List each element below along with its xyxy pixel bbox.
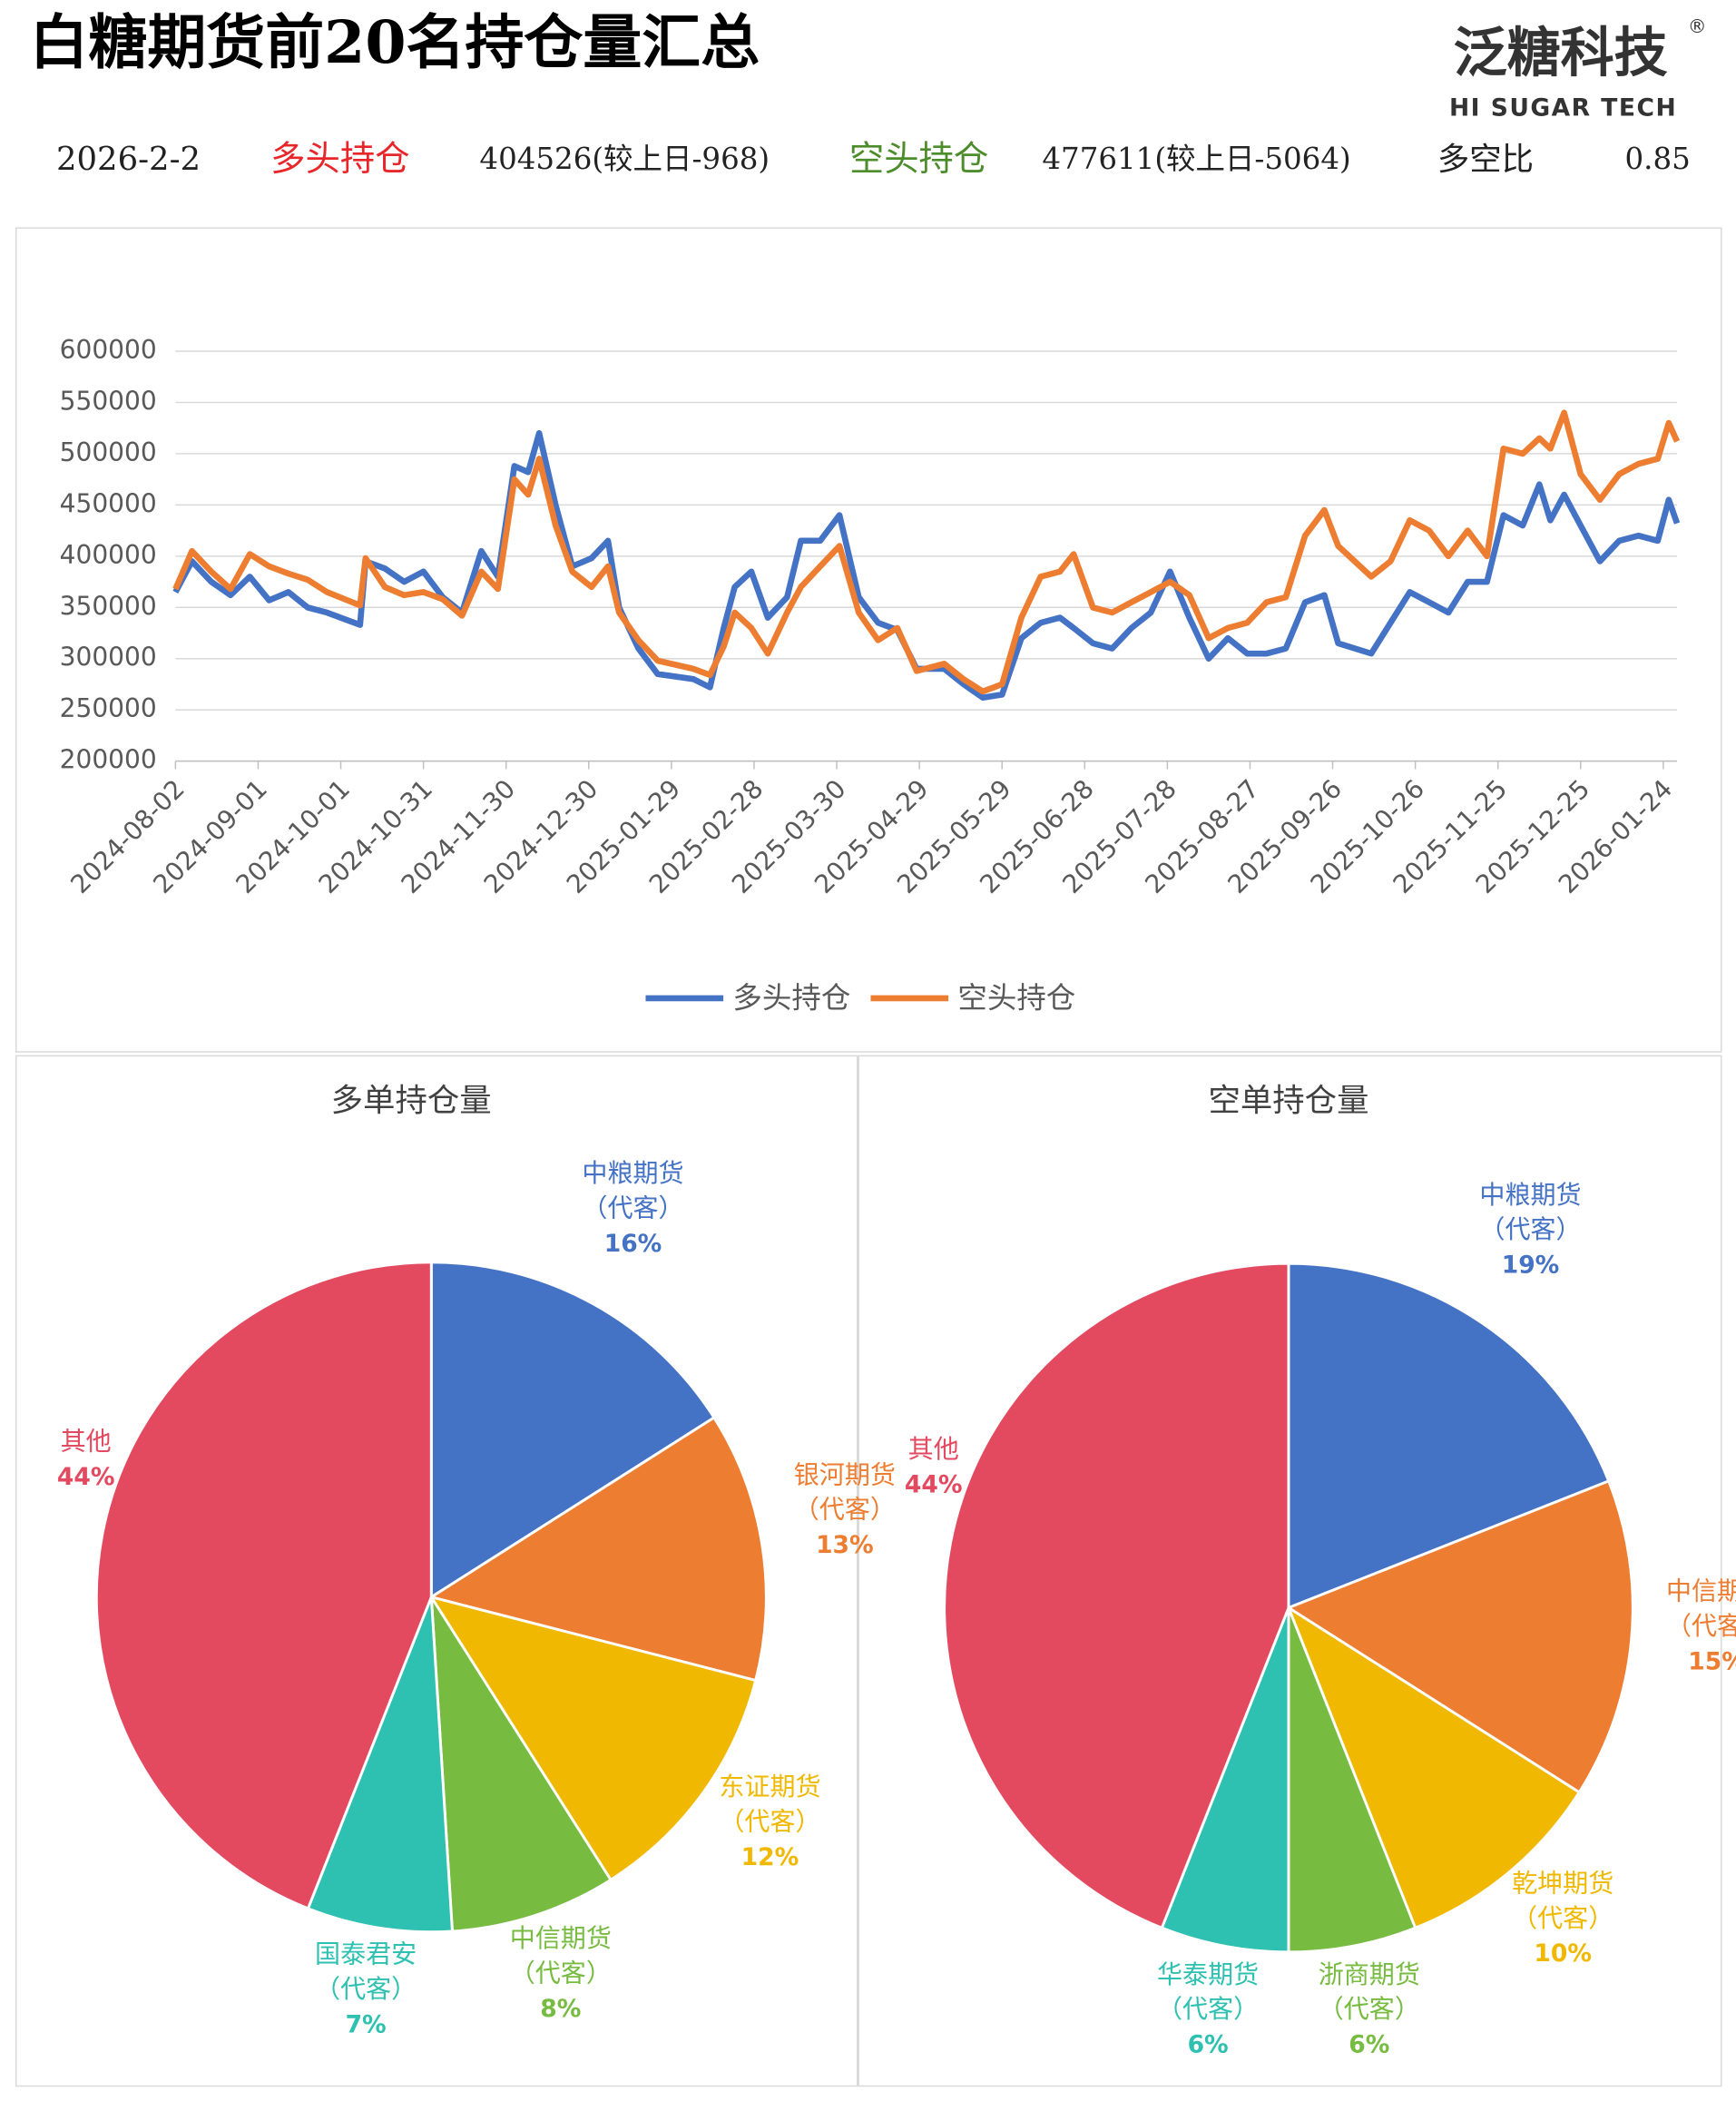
y-tick-label: 350000 [60,591,157,621]
slice-value-label: 6% [1187,2030,1229,2059]
slice-label: 其他 [60,1426,112,1457]
slice-label-box: 华泰期货 （代客） [1157,1959,1260,2024]
short-label: 空头持仓 [849,139,988,180]
slice-label-box: 浙商期货 （代客） [1318,1959,1420,2024]
slice-value-label: 12% [740,1842,799,1871]
slice-value-label-box: 44% [56,1462,115,1491]
pie-slice [428,1595,758,1882]
pie-slice [427,1415,768,1683]
short-value: 477611(较上日-5064) [1042,142,1350,176]
slice-label: 其他 [907,1435,959,1466]
date: 2026-2-2 [56,141,201,178]
slice-label: 华泰期货 （代客） [1157,1959,1260,2024]
slice-value-label: 13% [816,1531,874,1560]
slice-label-box: 国泰君安 （代客） [315,1939,417,2004]
slice-label: 银河期货 （代客） [793,1460,896,1526]
pie-title: 空单持仓量 [1208,1083,1368,1120]
slice-label-box: 中信期货 （代客） [1665,1576,1736,1642]
slice-value-label-box: 6% [1349,2030,1390,2059]
y-tick-label: 200000 [60,745,157,775]
logo-mark: ® [1688,15,1707,37]
pie-slice [1287,1607,1417,1954]
line-panel [15,227,1722,1053]
slice-value-label: 16% [603,1230,662,1259]
slice-label: 乾坤期货 （代客） [1512,1868,1614,1933]
ratio-value: 0.85 [1625,142,1691,176]
logo: 泛糖科技 [1454,21,1668,83]
slice-value-label-box: 15% [1688,1648,1736,1677]
slice-value-label-box: 6% [1187,2030,1229,2059]
slice-label-box: 东证期货 （代客） [719,1772,821,1837]
pie-slice [1285,1478,1634,1794]
slice-value-label: 44% [904,1471,963,1500]
slice-value-label-box: 16% [603,1230,662,1259]
slice-label-box: 中粮期货 （代客） [1479,1181,1582,1245]
legend-label: 空头持仓 [957,980,1075,1015]
slice-label-box: 乾坤期货 （代客） [1512,1868,1614,1933]
y-tick-label: 300000 [60,643,157,673]
pie-slice [429,1261,716,1600]
slice-value-label: 10% [1534,1939,1593,1968]
ratio-label: 多空比 [1437,141,1534,178]
slice-value-label-box: 8% [540,1995,582,2024]
pie-slice [306,1596,455,1934]
pie-slice [1285,1604,1582,1930]
pie-slice [1287,1262,1611,1610]
y-tick-label: 250000 [60,693,157,723]
y-tick-label: 600000 [60,335,157,365]
slice-label-box: 银河期货 （代客） [793,1460,896,1526]
page-title: 白糖期货前20名持仓量汇总 [29,8,760,77]
slice-label-box: 其他 [907,1435,959,1466]
slice-value-label-box: 7% [345,2010,387,2039]
pie-slice [429,1595,613,1933]
slice-value-label-box: 12% [740,1842,799,1871]
y-tick-label: 500000 [60,437,157,467]
slice-value-label: 15% [1688,1648,1736,1677]
slice-label: 浙商期货 （代客） [1318,1959,1420,2024]
slice-label: 东证期货 （代客） [719,1772,821,1837]
y-tick-label: 550000 [60,386,157,416]
logo-subtitle: HI SUGAR TECH [1449,93,1677,122]
y-tick-label: 450000 [60,488,157,518]
slice-label: 中信期货 （代客） [1665,1576,1736,1642]
slice-value-label-box: 44% [904,1471,963,1500]
pie-panel [15,1055,858,2087]
slice-value-label: 7% [345,2010,387,2039]
slice-value-label: 6% [1349,2030,1390,2059]
series-line [172,409,1681,695]
legend-label: 多头持仓 [732,980,850,1015]
slice-label: 中信期货 （代客） [509,1924,612,1989]
slice-value-label-box: 19% [1501,1252,1560,1281]
slice-value-label-box: 10% [1534,1939,1593,1968]
slice-value-label: 19% [1501,1252,1560,1281]
pie-panel [858,1055,1722,2087]
slice-value-label: 8% [540,1995,582,2024]
pie-slice [94,1261,433,1910]
series-line [172,430,1681,702]
slice-value-label: 44% [56,1462,115,1491]
pie-title: 多单持仓量 [331,1083,492,1120]
long-value: 404526(较上日-968) [479,142,770,176]
slice-label-box: 中信期货 （代客） [509,1924,612,1989]
y-tick-label: 400000 [60,540,157,570]
slice-value-label-box: 13% [816,1531,874,1560]
slice-label: 中粮期货 （代客） [582,1159,684,1224]
slice-label-box: 中粮期货 （代客） [582,1159,684,1224]
slice-label: 中粮期货 （代客） [1479,1181,1582,1245]
pie-slice [1160,1607,1290,1954]
slice-label-box: 其他 [60,1426,112,1457]
pie-slice [943,1262,1290,1930]
slice-label: 国泰君安 （代客） [315,1939,417,2004]
long-label: 多头持仓 [270,139,409,180]
